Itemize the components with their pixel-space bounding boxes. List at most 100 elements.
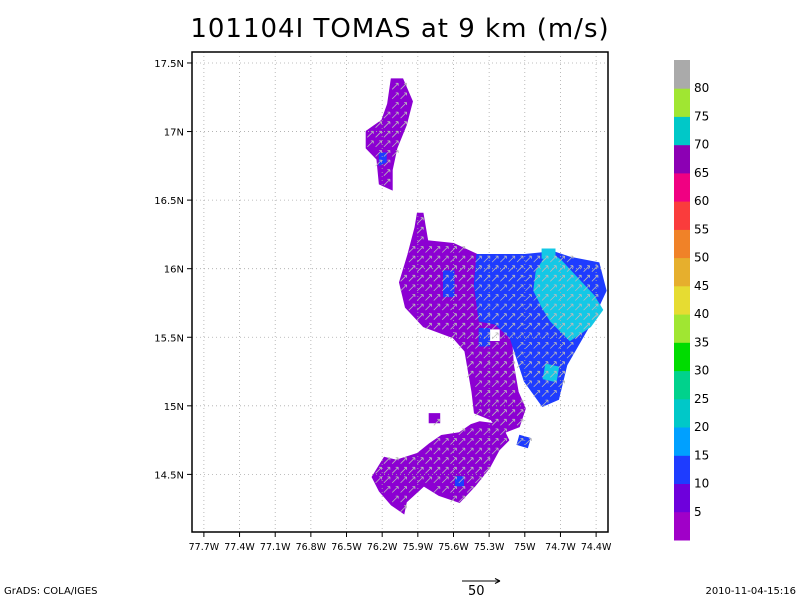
wind-arrow bbox=[458, 457, 466, 464]
wind-arrow bbox=[516, 438, 524, 445]
colorbar-label: 40 bbox=[694, 307, 709, 321]
wind-arrow bbox=[550, 294, 557, 301]
wind-arrow bbox=[383, 178, 391, 186]
wind-arrow bbox=[500, 380, 507, 388]
wind-arrow bbox=[391, 121, 399, 128]
colorbar-swatch bbox=[674, 314, 690, 343]
wind-arrow bbox=[425, 313, 432, 320]
wind-arrow bbox=[475, 332, 482, 340]
wind-arrow bbox=[466, 342, 474, 349]
wind-arrow bbox=[383, 466, 391, 474]
wind-arrow bbox=[450, 486, 457, 493]
wind-arrow bbox=[591, 265, 599, 272]
wind-arrow bbox=[383, 140, 391, 148]
wind-arrow bbox=[541, 380, 549, 388]
wind-arrow bbox=[541, 303, 549, 311]
lat-label: 14.5N bbox=[154, 470, 184, 481]
wind-arrow bbox=[466, 255, 474, 263]
wind-arrow bbox=[475, 265, 482, 272]
wind-arrow bbox=[475, 274, 482, 282]
wind-arrow bbox=[491, 255, 499, 263]
wind-arrow bbox=[491, 380, 499, 388]
wind-region bbox=[541, 248, 556, 259]
wind-arrow bbox=[550, 332, 557, 340]
wind-arrow bbox=[400, 92, 407, 100]
wind-arrow bbox=[475, 438, 482, 445]
lon-label: 75.9W bbox=[403, 542, 434, 553]
lon-label: 75.3W bbox=[474, 542, 505, 553]
wind-region bbox=[454, 476, 464, 487]
lon-label: 75W bbox=[514, 542, 536, 553]
wind-arrow bbox=[541, 274, 549, 282]
wind-arrow bbox=[475, 303, 482, 311]
lon-label: 76.5W bbox=[331, 542, 362, 553]
wind-arrow bbox=[400, 457, 407, 464]
wind-arrow bbox=[483, 294, 491, 301]
wind-arrow bbox=[500, 274, 507, 282]
colorbar-label: 80 bbox=[694, 81, 709, 95]
wind-arrow bbox=[458, 332, 466, 340]
wind-arrow bbox=[491, 351, 499, 359]
wind-arrow bbox=[475, 409, 482, 416]
software-credit: GrADS: COLA/IGES bbox=[4, 586, 98, 597]
wind-arrow bbox=[516, 409, 524, 416]
wind-region bbox=[371, 421, 510, 515]
wind-arrow bbox=[525, 370, 532, 378]
wind-arrow bbox=[500, 322, 507, 330]
wind-arrow bbox=[575, 322, 582, 330]
wind-arrow bbox=[391, 150, 399, 157]
wind-arrow bbox=[550, 322, 557, 330]
wind-arrow bbox=[400, 476, 407, 484]
wind-arrow bbox=[491, 399, 499, 407]
wind-arrow bbox=[508, 370, 516, 378]
wind-region bbox=[428, 413, 441, 424]
wind-arrow bbox=[525, 313, 532, 320]
wind-arrow bbox=[491, 447, 499, 455]
colorbar-label: 65 bbox=[694, 166, 709, 180]
wind-arrow bbox=[541, 399, 549, 407]
wind-arrow bbox=[475, 380, 482, 388]
wind-arrow bbox=[500, 438, 507, 445]
wind-arrow bbox=[383, 476, 391, 484]
wind-arrow bbox=[566, 351, 574, 359]
wind-arrow bbox=[433, 294, 441, 301]
wind-arrow bbox=[516, 418, 524, 426]
colorbar-swatch bbox=[674, 201, 690, 230]
wind-arrow bbox=[391, 466, 399, 474]
colorbar-label: 5 bbox=[694, 505, 702, 519]
wind-arrow bbox=[508, 361, 516, 368]
wind-arrow bbox=[441, 313, 449, 320]
wind-arrow bbox=[541, 370, 549, 378]
wind-arrow bbox=[433, 466, 441, 474]
colorbar-swatch bbox=[674, 116, 690, 146]
wind-arrow bbox=[400, 486, 407, 493]
wind-arrow bbox=[400, 274, 407, 282]
wind-arrow bbox=[441, 274, 449, 282]
wind-arrow bbox=[541, 313, 549, 320]
wind-arrow bbox=[391, 92, 399, 100]
wind-arrow bbox=[391, 495, 399, 503]
wind-arrow bbox=[466, 332, 474, 340]
wind-arrow bbox=[508, 322, 516, 330]
wind-arrow bbox=[441, 476, 449, 484]
lat-label: 17.5N bbox=[154, 59, 184, 70]
wind-arrow bbox=[425, 284, 432, 292]
wind-arrow bbox=[533, 284, 541, 292]
wind-arrow bbox=[408, 303, 416, 311]
wind-arrow bbox=[383, 169, 391, 176]
wind-arrow bbox=[566, 294, 574, 301]
wind-arrow bbox=[516, 274, 524, 282]
wind-arrow bbox=[533, 294, 541, 301]
colorbar-swatch bbox=[674, 285, 690, 315]
wind-arrow bbox=[466, 274, 474, 282]
wind-arrow bbox=[533, 322, 541, 330]
wind-arrow bbox=[391, 457, 399, 464]
wind-arrow bbox=[583, 265, 590, 272]
wind-arrow bbox=[416, 284, 424, 292]
wind-arrow bbox=[433, 447, 441, 455]
wind-arrow bbox=[433, 486, 441, 493]
wind-arrow bbox=[400, 284, 407, 292]
wind-arrow bbox=[475, 351, 482, 359]
wind-arrow bbox=[441, 303, 449, 311]
colorbar-label: 20 bbox=[694, 420, 709, 434]
